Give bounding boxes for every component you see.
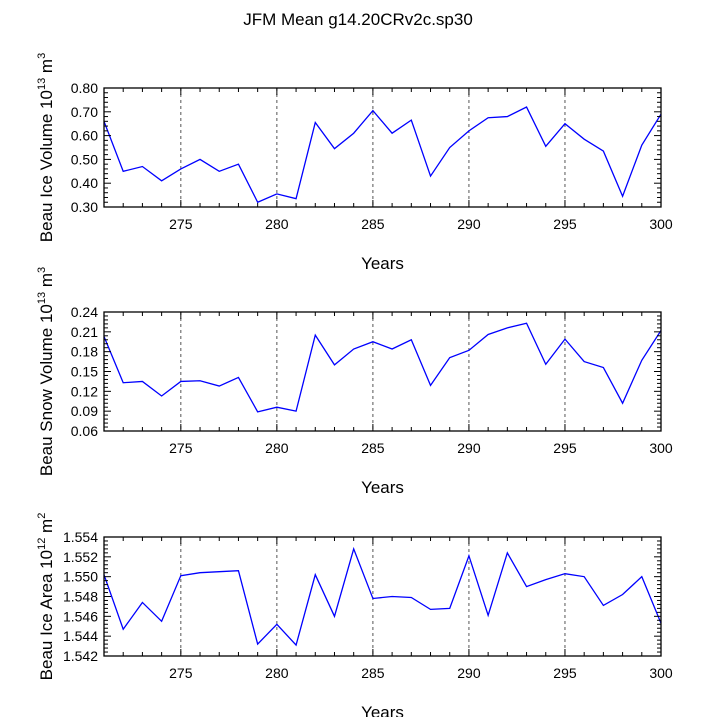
y-axis-title: Beau Ice Volume 1013 m3	[36, 53, 56, 242]
plot-frame	[103, 311, 662, 432]
x-tick-label: 300	[649, 665, 673, 681]
y-tick-label: 0.70	[71, 104, 98, 120]
y-tick-label: 1.548	[63, 589, 98, 605]
plot-frame	[103, 87, 662, 208]
panel-2: 275 280 285 290 295 300 0.06 0.09 0.12 0.15 0.18 0.…	[36, 267, 673, 497]
x-tick-label: 280	[265, 216, 289, 232]
x-tick-label: 295	[553, 216, 577, 232]
x-tick-label: 275	[169, 665, 193, 681]
series-line	[103, 106, 662, 204]
y-tick-label: 0.09	[71, 403, 98, 419]
y-tick-label: 0.40	[71, 175, 98, 191]
y-tick-label: 0.15	[71, 364, 98, 380]
panel-1: 275 280 285 290 295 300 0.30 0.40 0.50 0.60 0.70 0.…	[36, 53, 673, 273]
x-tick-label: 290	[457, 665, 481, 681]
y-axis-title-text: Beau Snow Volume 10	[37, 304, 56, 476]
x-tick-label: 280	[265, 440, 289, 456]
y-axis-title: Beau Snow Volume 1013 m3	[36, 267, 56, 476]
y-tick-label: 0.24	[71, 304, 98, 320]
series-line	[103, 546, 662, 647]
x-axis-title: Years	[361, 254, 404, 273]
y-axis-title: Beau Ice Area 1012 m2	[36, 513, 56, 681]
x-tick-label: 285	[361, 216, 385, 232]
y-tick-label: 0.12	[71, 383, 98, 399]
y-axis-title-text: Beau Ice Area 10	[37, 550, 56, 680]
x-tick-label: 280	[265, 665, 289, 681]
y-axis-title-text: Beau Ice Volume 10	[37, 90, 56, 242]
series-line	[103, 322, 662, 413]
x-tick-label: 290	[457, 440, 481, 456]
y-tick-label: 0.18	[71, 344, 98, 360]
chart-title: JFM Mean g14.20CRv2c.sp30	[243, 10, 473, 29]
y-tick-label: 1.554	[63, 529, 98, 545]
y-tick-label: 1.552	[63, 549, 98, 565]
x-tick-label: 300	[649, 216, 673, 232]
y-tick-label: 0.06	[71, 423, 98, 439]
y-axis-title-exponent: 13	[36, 78, 48, 90]
y-tick-label: 0.21	[71, 324, 98, 340]
y-tick-label: 0.60	[71, 128, 98, 144]
x-tick-label: 275	[169, 216, 193, 232]
y-axis-title-unit-exponent: 3	[36, 267, 48, 273]
x-tick-label: 295	[553, 440, 577, 456]
x-tick-label: 275	[169, 440, 193, 456]
x-tick-label: 285	[361, 440, 385, 456]
y-axis-title-unit-exponent: 3	[36, 53, 48, 59]
y-axis-title-unit: m	[37, 59, 56, 78]
y-axis-title-exponent: 12	[36, 538, 48, 550]
x-tick-label: 300	[649, 440, 673, 456]
y-tick-label: 0.30	[71, 199, 98, 215]
y-tick-label: 0.80	[71, 80, 98, 96]
x-tick-label: 285	[361, 665, 385, 681]
y-axis-title-unit: m	[37, 519, 56, 538]
y-tick-label: 1.542	[63, 648, 98, 664]
plot-frame	[103, 536, 662, 657]
y-tick-label: 1.550	[63, 569, 98, 585]
x-tick-label: 295	[553, 665, 577, 681]
y-tick-label: 0.50	[71, 151, 98, 167]
y-axis-title-unit: m	[37, 273, 56, 292]
x-axis-title: Years	[361, 703, 404, 717]
y-axis-title-exponent: 13	[36, 292, 48, 304]
y-tick-label: 1.544	[63, 628, 98, 644]
x-tick-label: 290	[457, 216, 481, 232]
y-axis-title-unit-exponent: 2	[36, 513, 48, 519]
y-tick-label: 1.546	[63, 608, 98, 624]
x-axis-title: Years	[361, 478, 404, 497]
panel-3: 275 280 285 290 295 300 1.542 1.544 1.546 1.548 1.…	[36, 513, 673, 717]
